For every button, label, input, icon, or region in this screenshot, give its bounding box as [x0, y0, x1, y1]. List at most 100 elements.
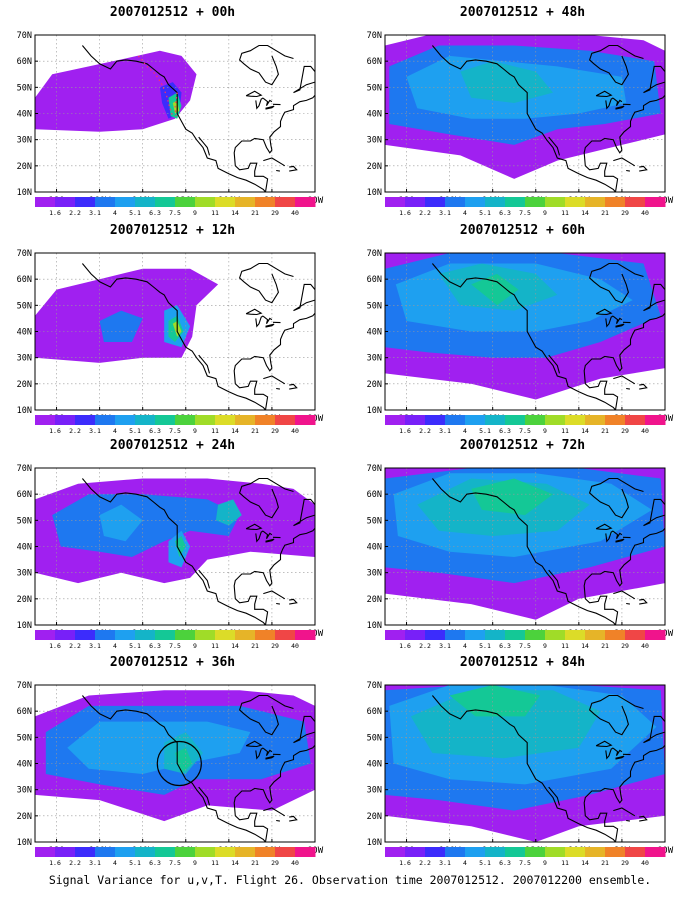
colorbar-swatch [545, 630, 566, 640]
colorbar-swatch [565, 847, 586, 857]
coastline [595, 740, 613, 748]
variance-field [385, 35, 665, 192]
coastline [588, 477, 644, 519]
variance-field [35, 253, 315, 410]
colorbar-label: 4 [113, 427, 117, 435]
colorbar-label: 4 [113, 642, 117, 650]
variance-contour [449, 685, 541, 717]
colorbar-swatch [75, 415, 96, 425]
colorbar-label: 29 [271, 859, 279, 867]
latitude-label: 50N [17, 516, 32, 526]
colorbar-swatch [625, 415, 646, 425]
colorbar-swatch [75, 847, 96, 857]
map-panel: 2007012512 + 36h70N60N50N40N30N20N10N180… [0, 655, 345, 870]
colorbar-swatch [175, 630, 196, 640]
coastline [548, 354, 561, 374]
colorbar-swatch [195, 415, 216, 425]
colorbar-label: 9 [193, 427, 197, 435]
latitude-label: 50N [17, 301, 32, 311]
colorbar-label: 1.6 [49, 859, 61, 867]
coastline [615, 323, 625, 328]
colorbar-label: 1.6 [49, 642, 61, 650]
colorbar-label: 1.6 [49, 209, 61, 217]
coastline [583, 744, 665, 842]
colorbar-label: 14 [581, 859, 589, 867]
colorbar-swatch [115, 630, 136, 640]
colorbar-label: 7.5 [519, 427, 531, 435]
coastline [276, 387, 280, 390]
variance-field [35, 685, 315, 842]
colorbar-swatch [465, 197, 486, 207]
colorbar-swatch [235, 847, 256, 857]
colorbar-swatch [55, 847, 76, 857]
colorbar-swatch [465, 630, 486, 640]
colorbar-swatch [155, 630, 176, 640]
colorbar-label: 9 [193, 642, 197, 650]
colorbar-label: 29 [621, 209, 629, 217]
coastline [255, 315, 264, 328]
colorbar-swatch [425, 197, 446, 207]
latitude-label: 10N [17, 838, 32, 848]
colorbar-label: 2.2 [419, 859, 431, 867]
colorbar-swatch [585, 197, 606, 207]
coastline [615, 755, 625, 760]
map-panel: 2007012512 + 24h70N60N50N40N30N20N10N180… [0, 438, 345, 653]
latitude-label: 50N [17, 733, 32, 743]
colorbar-swatch [255, 197, 276, 207]
colorbar-label: 11 [211, 427, 219, 435]
colorbar-swatch [235, 197, 256, 207]
colorbar-label: 40 [291, 209, 299, 217]
coastline [289, 815, 298, 822]
colorbar-label: 40 [641, 427, 649, 435]
latitude-label: 70N [17, 31, 32, 41]
colorbar-swatch [525, 630, 546, 640]
colorbar-label: 1.6 [399, 859, 411, 867]
colorbar-label: 9 [543, 642, 547, 650]
colorbar-swatch [485, 630, 506, 640]
map-svg: 70N60N50N40N30N20N10N180160W140W120W100W… [367, 681, 674, 867]
colorbar-label: 11 [561, 859, 569, 867]
colorbar-swatch [155, 847, 176, 857]
colorbar-label: 40 [641, 859, 649, 867]
colorbar-swatch [255, 415, 276, 425]
colorbar-swatch [625, 847, 646, 857]
colorbar-swatch [445, 415, 466, 425]
colorbar-swatch [605, 415, 626, 425]
colorbar-swatch [645, 847, 666, 857]
latitude-label: 60N [17, 57, 32, 67]
coastline [263, 157, 286, 167]
panel-title: 2007012512 + 24h [109, 438, 236, 453]
coastline [612, 97, 623, 106]
latitude-label: 60N [17, 707, 32, 717]
colorbar-swatch [405, 197, 426, 207]
latitude-label: 40N [17, 543, 32, 553]
latitude-label: 50N [367, 733, 382, 743]
colorbar-swatch [625, 630, 646, 640]
colorbar-swatch [525, 847, 546, 857]
coastline [233, 527, 315, 625]
coastline [262, 315, 273, 324]
coastline [431, 478, 616, 625]
coastline [289, 598, 298, 605]
map-panel: 2007012512 + 72h70N60N50N40N30N20N10N180… [350, 438, 695, 653]
coastline [643, 283, 665, 312]
map-svg: 70N60N50N40N30N20N10N180160W140W120W100W… [17, 249, 324, 435]
colorbar-label: 4 [113, 859, 117, 867]
coastline [263, 590, 286, 600]
colorbar-swatch [545, 847, 566, 857]
colorbar-swatch [115, 197, 136, 207]
colorbar-swatch [155, 415, 176, 425]
latitude-label: 20N [17, 162, 32, 172]
colorbar-label: 7.5 [169, 642, 181, 650]
map-panel: 2007012512 + 00h70N60N50N40N30N20N10N180… [0, 5, 345, 220]
latitude-label: 30N [367, 136, 382, 146]
coastline [238, 262, 294, 304]
colorbar-label: 1.6 [399, 209, 411, 217]
variance-field [35, 35, 315, 192]
colorbar-swatch [585, 847, 606, 857]
latitude-label: 60N [367, 57, 382, 67]
colorbar-swatch [545, 197, 566, 207]
panel-title: 2007012512 + 00h [109, 5, 236, 20]
panel-title: 2007012512 + 12h [109, 223, 236, 238]
latitude-label: 50N [17, 83, 32, 93]
